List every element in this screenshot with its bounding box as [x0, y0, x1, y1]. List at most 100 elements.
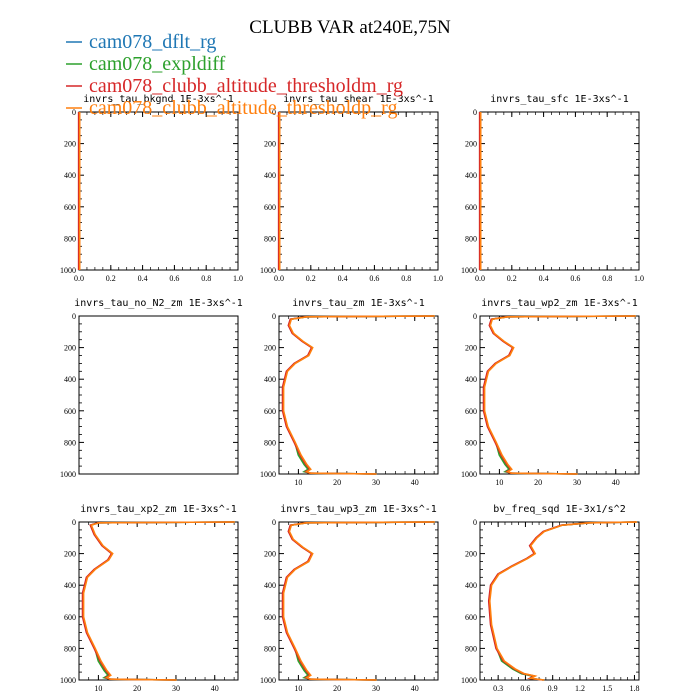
x-tick-label: 10	[294, 478, 302, 487]
panel-4: invrs_tau_no_N2_zm 1E-3xs^-1 0 200 400 600 80…	[60, 298, 243, 479]
panel-8: invrs_tau_wp3_zm 1E-3xs^-1 0 200 400 600 800 1…	[260, 504, 439, 693]
series-line-cam078_dflt_rg	[483, 315, 636, 475]
series-line-cam078_clubb_altitude_thresholdm_rg	[281, 315, 434, 475]
y-tick-label: 800	[465, 644, 477, 653]
panel-title: invrs_tau_sfc 1E-3xs^-1	[490, 94, 628, 105]
y-tick-label: 600	[64, 613, 76, 622]
x-tick-label: 0.6	[570, 274, 580, 283]
x-tick-label: 0.6	[520, 684, 530, 693]
y-tick-label: 800	[64, 438, 76, 447]
x-tick-label: 1.5	[602, 684, 612, 693]
y-tick-label: 600	[465, 407, 477, 416]
x-tick-label: 1.0	[233, 274, 243, 283]
y-tick-label: 600	[264, 407, 276, 416]
plot-frame	[479, 111, 640, 271]
y-tick-label: 0	[473, 518, 477, 527]
series-line-cam078_clubb_altitude_thresholdp_rg	[282, 315, 435, 475]
x-tick-label: 0.6	[369, 274, 379, 283]
y-tick-label: 200	[64, 344, 76, 353]
y-tick-label: 1000	[60, 470, 76, 479]
y-tick-label: 0	[72, 312, 76, 321]
x-tick-label: 0.6	[169, 274, 179, 283]
series-line-cam078_clubb_altitude_thresholdp_rg	[483, 315, 636, 475]
y-tick-label: 0	[72, 108, 76, 117]
legend-label: cam078_clubb_altitude_thresholdp_rg	[89, 97, 397, 119]
y-tick-label: 0	[473, 312, 477, 321]
series-line-cam078_dflt_rg	[282, 521, 435, 681]
y-tick-label: 400	[264, 375, 276, 384]
x-tick-label: 0.0	[74, 274, 84, 283]
x-tick-label: 1.8	[629, 684, 639, 693]
y-tick-label: 600	[264, 203, 276, 212]
y-tick-label: 400	[264, 581, 276, 590]
x-tick-label: 0.8	[401, 274, 411, 283]
series-line-cam078_clubb_altitude_thresholdm_rg	[487, 521, 636, 681]
plot-frame	[278, 315, 439, 475]
panel-3: invrs_tau_sfc 1E-3xs^-1 0 200 400 600 800 1000…	[461, 94, 644, 283]
y-tick-label: 800	[264, 438, 276, 447]
y-tick-label: 200	[264, 344, 276, 353]
series-line-cam078_expldiff	[282, 521, 435, 681]
series-line-cam078_clubb_altitude_thresholdp_rg	[82, 521, 235, 681]
y-tick-label: 200	[264, 140, 276, 149]
series-line-cam078_dflt_rg	[488, 521, 637, 681]
series-line-cam078_dflt_rg	[282, 315, 435, 475]
x-tick-label: 1.0	[433, 274, 443, 283]
plot-frame	[479, 315, 640, 475]
plot-frame	[278, 111, 439, 271]
x-tick-label: 0.0	[475, 274, 485, 283]
y-tick-label: 200	[465, 140, 477, 149]
x-tick-label: 1.2	[575, 684, 585, 693]
plot-frame	[479, 521, 640, 681]
y-tick-label: 400	[264, 171, 276, 180]
x-tick-label: 0.8	[201, 274, 211, 283]
panel-title: invrs_tau_shear 1E-3xs^-1	[283, 94, 434, 105]
y-tick-label: 800	[264, 234, 276, 243]
x-tick-label: 0.4	[338, 274, 348, 283]
plot-frame	[278, 521, 439, 681]
series-line-cam078_clubb_altitude_thresholdp_rg	[282, 521, 435, 681]
y-tick-label: 200	[64, 140, 76, 149]
panel-9: bv_freq_sqd 1E-3x1/s^2 0 200 400 600 800 1000 0…	[461, 504, 640, 693]
panel-title: bv_freq_sqd 1E-3x1/s^2	[493, 504, 625, 515]
y-tick-label: 1000	[260, 266, 276, 275]
x-tick-label: 20	[333, 684, 341, 693]
y-tick-label: 400	[64, 375, 76, 384]
y-tick-label: 400	[465, 171, 477, 180]
y-tick-label: 1000	[461, 470, 477, 479]
x-tick-label: 30	[573, 478, 581, 487]
panel-7: invrs_tau_xp2_zm 1E-3xs^-1 0 200 400 600 800 1…	[60, 504, 239, 693]
x-tick-label: 0.9	[548, 684, 558, 693]
panels: invrs_tau_bkgnd 1E-3xs^-1020040060080010…	[60, 94, 644, 693]
legend: cam078_dflt_rgcam078_expldiffcam078_club…	[66, 31, 403, 119]
y-tick-label: 600	[465, 203, 477, 212]
y-tick-label: 600	[264, 613, 276, 622]
series-line-cam078_clubb_altitude_thresholdm_rg	[482, 315, 635, 475]
x-tick-label: 40	[211, 684, 219, 693]
series-line-cam078_dflt_rg	[82, 521, 235, 681]
y-tick-label: 1000	[260, 676, 276, 685]
figure-title: CLUBB VAR at240E,75N	[249, 17, 451, 38]
panel-2: invrs_tau_shear 1E-3xs^-1 0 200 400 600 800 10…	[260, 94, 443, 283]
panel-title: invrs_tau_zm 1E-3xs^-1	[292, 298, 424, 309]
x-tick-label: 40	[612, 478, 620, 487]
y-tick-label: 600	[465, 613, 477, 622]
x-tick-label: 0.2	[507, 274, 517, 283]
x-tick-label: 1.0	[634, 274, 644, 283]
y-tick-label: 0	[272, 108, 276, 117]
y-tick-label: 800	[465, 234, 477, 243]
x-tick-label: 0.8	[602, 274, 612, 283]
x-tick-label: 0.2	[306, 274, 316, 283]
y-tick-label: 1000	[60, 676, 76, 685]
series-line-cam078_clubb_altitude_thresholdm_rg	[81, 521, 234, 681]
panel-6: invrs_tau_wp2_zm 1E-3xs^-1 0 200 400 600 800 1…	[461, 298, 640, 487]
panel-title: invrs_tau_xp2_zm 1E-3xs^-1	[80, 504, 237, 515]
y-tick-label: 200	[64, 550, 76, 559]
x-tick-label: 40	[411, 684, 419, 693]
y-tick-label: 600	[64, 203, 76, 212]
panel-title: invrs_tau_wp3_zm 1E-3xs^-1	[280, 504, 437, 515]
y-tick-label: 200	[465, 344, 477, 353]
legend-label: cam078_clubb_altitude_thresholdm_rg	[89, 75, 403, 97]
panel-title: invrs_tau_wp2_zm 1E-3xs^-1	[481, 298, 638, 309]
x-tick-label: 10	[495, 478, 503, 487]
